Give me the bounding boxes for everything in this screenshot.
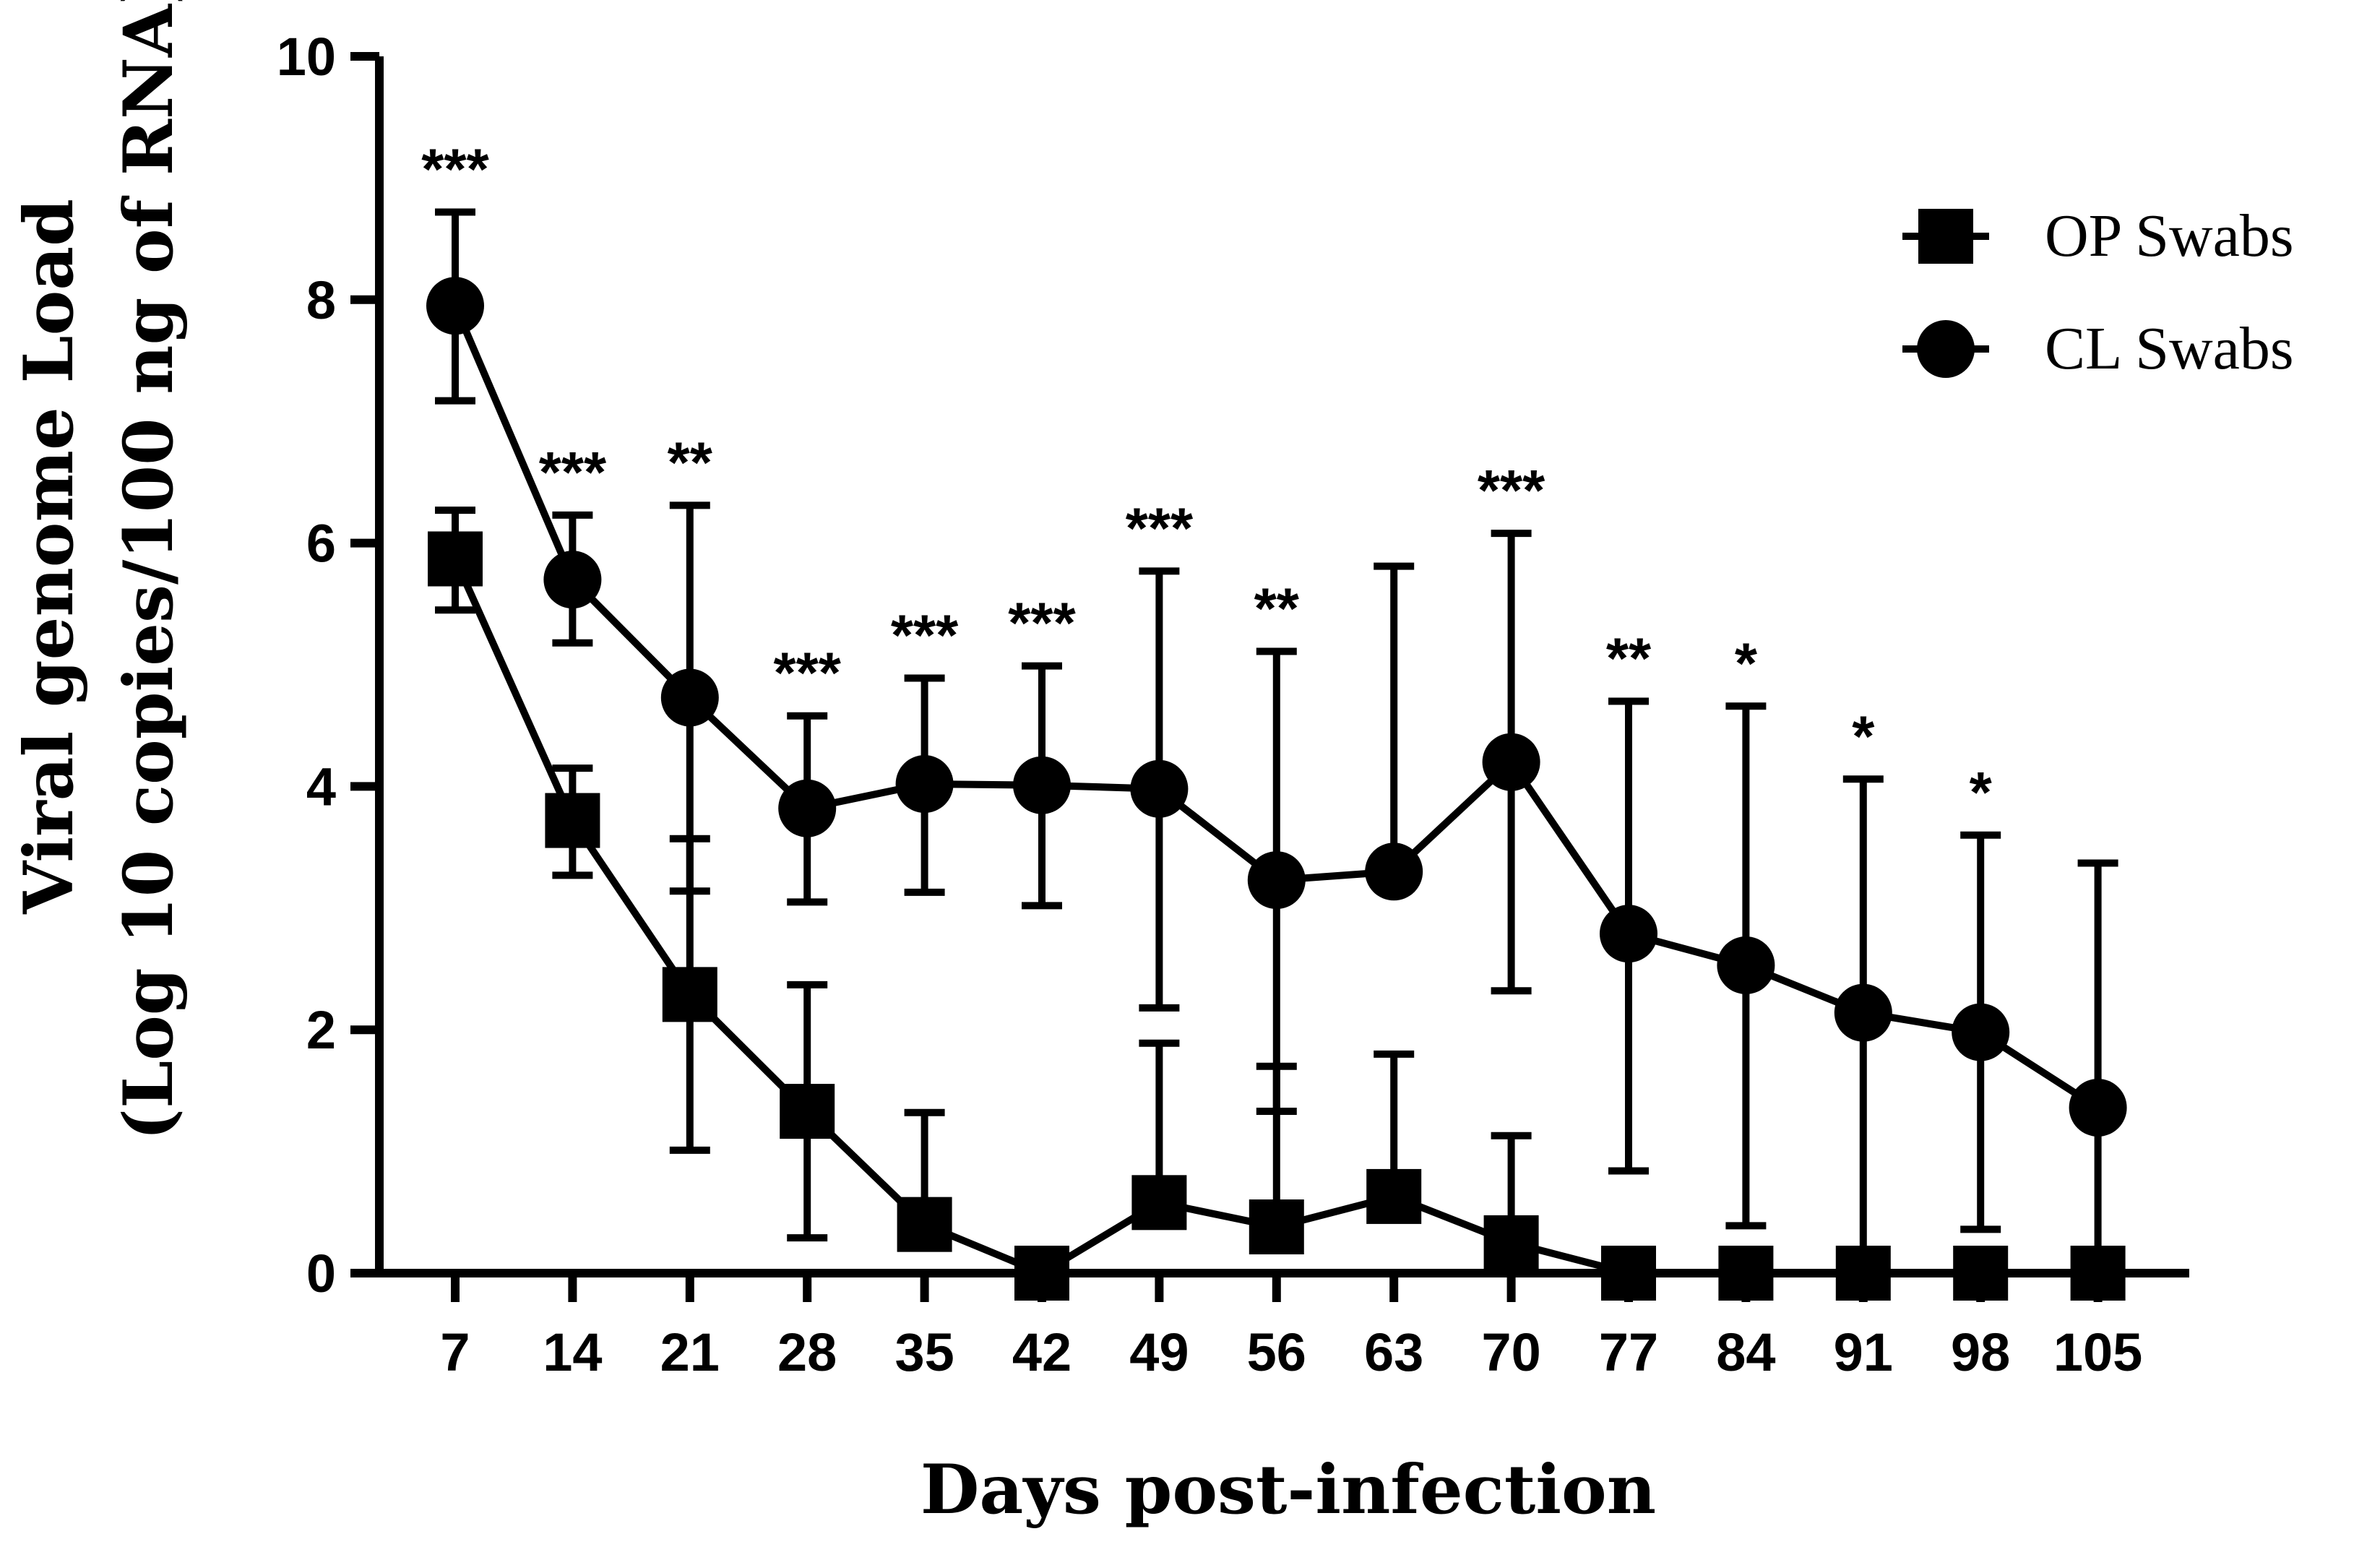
x-tick-label-28: 28 — [777, 1322, 837, 1382]
cl-swabs-point-63 — [1365, 843, 1423, 901]
legend-item-op-swabs: OP Swabs — [1902, 202, 2294, 270]
op-swabs-point-56 — [1249, 1199, 1304, 1255]
significance-label-7: *** — [421, 137, 489, 202]
x-tick-label-98: 98 — [1951, 1322, 2010, 1382]
op-swabs-point-70 — [1483, 1215, 1539, 1270]
x-tick-label-91: 91 — [1834, 1322, 1893, 1382]
significance-label-70: *** — [1478, 458, 1545, 522]
cl-swabs-point-91 — [1834, 983, 1892, 1042]
cl-swabs-point-14 — [543, 551, 602, 609]
y-tick-labels: 0 2 4 6 8 10 — [277, 27, 336, 1303]
legend-item-cl-swabs: CL Swabs — [1902, 315, 2294, 382]
x-tick-label-105: 105 — [2053, 1322, 2142, 1382]
significance-label-28: *** — [773, 641, 841, 705]
significance-label-56: ** — [1254, 576, 1300, 640]
axes-layer — [350, 52, 2189, 1302]
significance-label-49: *** — [1126, 496, 1194, 560]
legend-label-cl-swabs: CL Swabs — [2045, 315, 2294, 382]
legend-circle-icon — [1917, 320, 1975, 378]
cl-swabs-point-49 — [1130, 759, 1189, 818]
significance-label-84: * — [1735, 631, 1758, 695]
cl-swabs-point-7 — [426, 277, 484, 335]
cl-swabs-point-21 — [660, 668, 719, 727]
significance-labels: ****** ******** ************* *** — [421, 137, 1992, 824]
significance-label-98: * — [1970, 760, 1993, 824]
op-swabs-point-7 — [428, 531, 483, 587]
x-tick-label-14: 14 — [543, 1322, 602, 1382]
y-axis-title-line2: (Log 10 copies/100 ng of RNA) — [109, 0, 189, 1140]
significance-label-35: *** — [891, 603, 959, 668]
y-tick-label-6: 6 — [306, 514, 336, 574]
op-swabs-point-63 — [1366, 1168, 1422, 1224]
legend-square-icon — [1918, 209, 1973, 264]
cl-swabs-point-35 — [895, 755, 954, 814]
y-tick-label-8: 8 — [306, 270, 336, 330]
op-swabs-point-28 — [780, 1084, 835, 1139]
y-axis-title-line1: Viral genome Load — [9, 199, 89, 915]
significance-label-42: *** — [1008, 591, 1076, 655]
op-swabs-point-35 — [897, 1197, 952, 1252]
cl-swabs-point-98 — [1952, 1003, 2010, 1061]
y-tick-label-0: 0 — [306, 1244, 336, 1303]
cl-swabs-point-42 — [1013, 756, 1071, 814]
y-tick-label-2: 2 — [306, 1000, 336, 1060]
cl-swabs-point-84 — [1717, 936, 1775, 994]
x-tick-label-84: 84 — [1716, 1322, 1775, 1382]
significance-label-21: ** — [668, 430, 713, 494]
x-tick-label-56: 56 — [1247, 1322, 1306, 1382]
x-tick-label-42: 42 — [1012, 1322, 1072, 1382]
cl-swabs-point-56 — [1247, 851, 1306, 910]
x-tick-label-49: 49 — [1129, 1322, 1189, 1382]
x-tick-label-21: 21 — [660, 1322, 720, 1382]
x-tick-label-63: 63 — [1364, 1322, 1423, 1382]
cl-swabs-point-77 — [1600, 905, 1657, 963]
x-tick-label-35: 35 — [894, 1322, 954, 1382]
error-bars-layer — [435, 208, 2118, 1277]
cl-swabs-point-105 — [2069, 1078, 2127, 1137]
significance-label-91: * — [1852, 704, 1875, 768]
y-tick-label-4: 4 — [306, 757, 336, 816]
significance-label-14: *** — [539, 440, 607, 504]
legend: OP Swabs CL Swabs — [1902, 202, 2294, 382]
cl-swabs-point-28 — [778, 779, 837, 837]
cl-swabs-point-70 — [1482, 733, 1540, 791]
legend-label-op-swabs: OP Swabs — [2045, 202, 2294, 270]
x-tick-label-7: 7 — [440, 1322, 470, 1382]
op-swabs-point-49 — [1131, 1175, 1187, 1231]
x-tick-label-70: 70 — [1481, 1322, 1540, 1382]
x-tick-labels: 7 14 21 28 35 42 49 56 63 70 77 84 91 98 105 — [440, 1322, 2142, 1382]
significance-label-77: ** — [1606, 626, 1652, 691]
op-swabs-point-14 — [545, 793, 600, 848]
x-tick-label-77: 77 — [1599, 1322, 1658, 1382]
y-tick-label-10: 10 — [277, 27, 336, 87]
x-axis-title: Days post-infection — [920, 1450, 1656, 1530]
op-swabs-point-21 — [662, 967, 717, 1022]
